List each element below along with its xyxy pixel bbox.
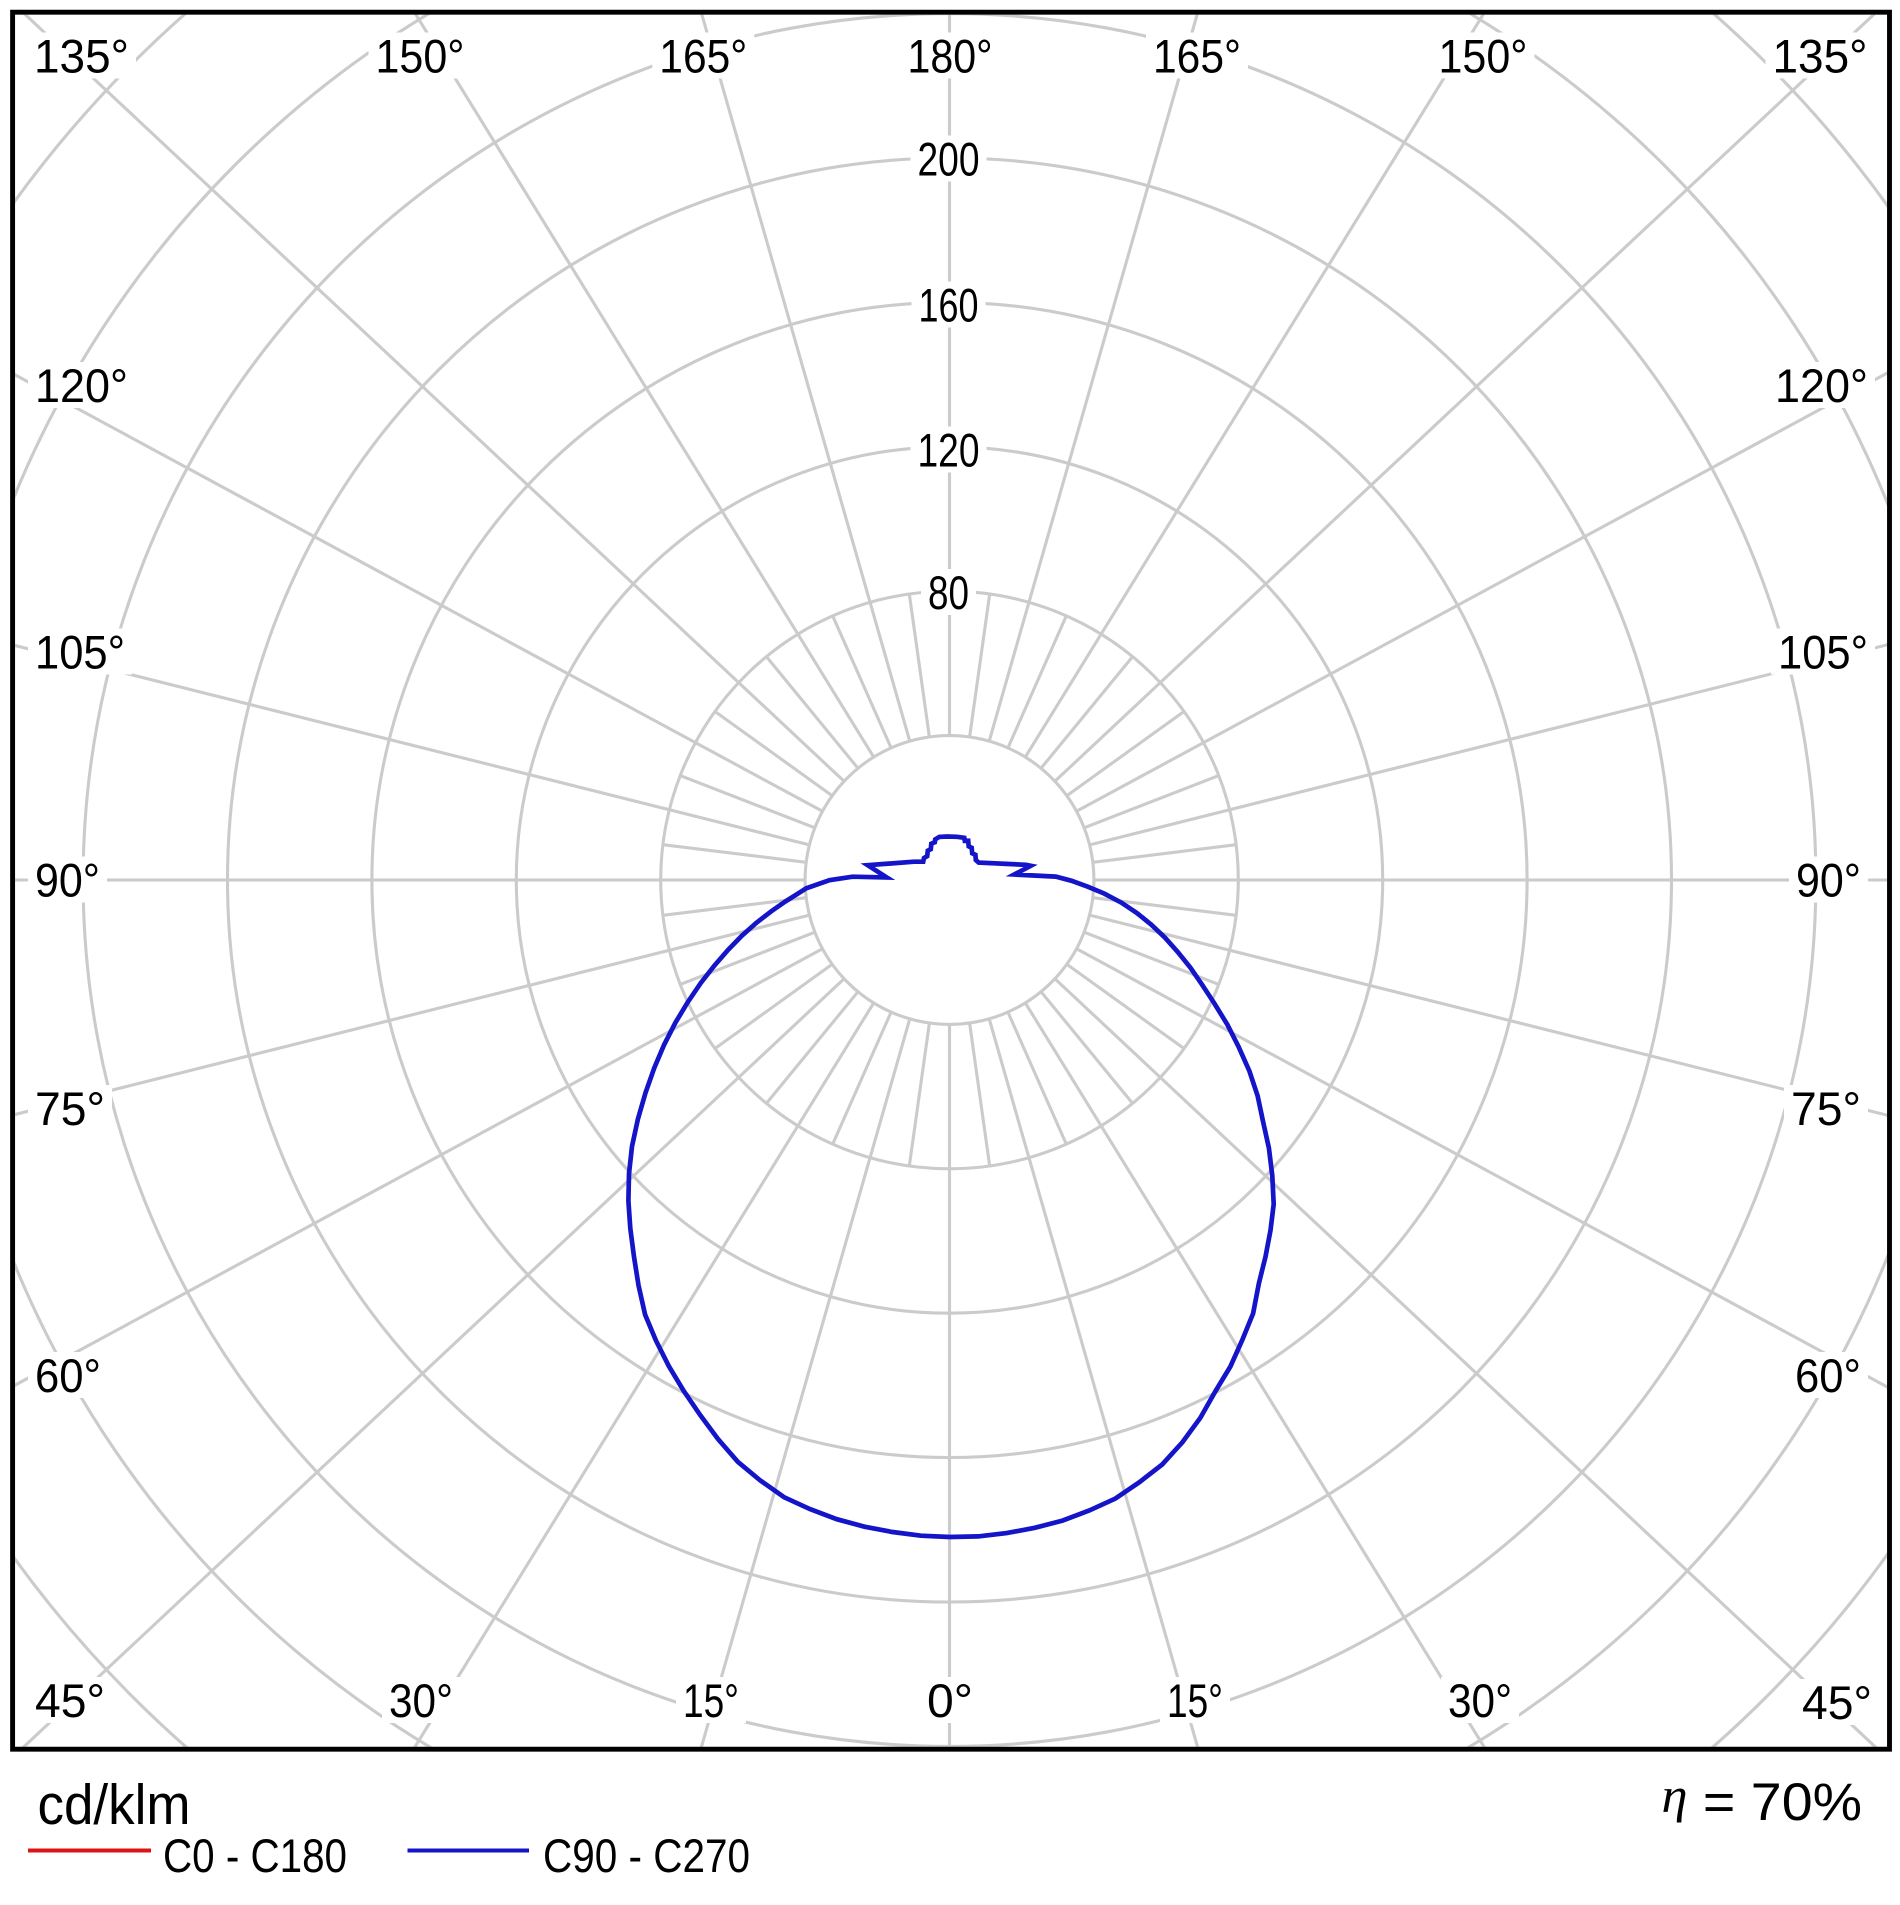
svg-text:165°: 165° xyxy=(659,31,747,84)
svg-text:135°: 135° xyxy=(34,31,129,84)
svg-text:135°: 135° xyxy=(1773,31,1868,84)
svg-text:200: 200 xyxy=(918,134,980,187)
svg-text:75°: 75° xyxy=(1791,1083,1861,1136)
svg-text:80: 80 xyxy=(928,567,969,620)
svg-text:120: 120 xyxy=(918,425,980,478)
svg-text:75°: 75° xyxy=(35,1083,105,1136)
svg-text:cd/klm: cd/klm xyxy=(38,1773,191,1837)
svg-text:150°: 150° xyxy=(376,31,465,84)
svg-text:η = 70%: η = 70% xyxy=(1662,1767,1863,1832)
svg-text:150°: 150° xyxy=(1439,31,1528,84)
svg-text:120°: 120° xyxy=(1775,360,1868,413)
svg-text:90°: 90° xyxy=(1796,855,1861,908)
svg-text:90°: 90° xyxy=(35,855,100,908)
svg-text:105°: 105° xyxy=(1778,627,1868,680)
svg-text:120°: 120° xyxy=(35,360,128,413)
svg-text:45°: 45° xyxy=(35,1675,105,1728)
svg-text:0°: 0° xyxy=(927,1675,973,1728)
svg-text:15°: 15° xyxy=(1167,1675,1223,1728)
svg-text:105°: 105° xyxy=(35,627,125,680)
svg-text:60°: 60° xyxy=(35,1350,101,1403)
svg-text:180°: 180° xyxy=(908,31,993,84)
svg-text:165°: 165° xyxy=(1153,31,1241,84)
svg-text:30°: 30° xyxy=(1448,1675,1512,1728)
svg-text:C90 - C270: C90 - C270 xyxy=(543,1830,750,1883)
svg-text:60°: 60° xyxy=(1795,1350,1861,1403)
svg-text:C0 - C180: C0 - C180 xyxy=(163,1830,347,1883)
svg-text:160: 160 xyxy=(919,280,979,333)
svg-text:45°: 45° xyxy=(1802,1677,1872,1730)
svg-text:30°: 30° xyxy=(389,1675,453,1728)
svg-text:15°: 15° xyxy=(683,1675,739,1728)
